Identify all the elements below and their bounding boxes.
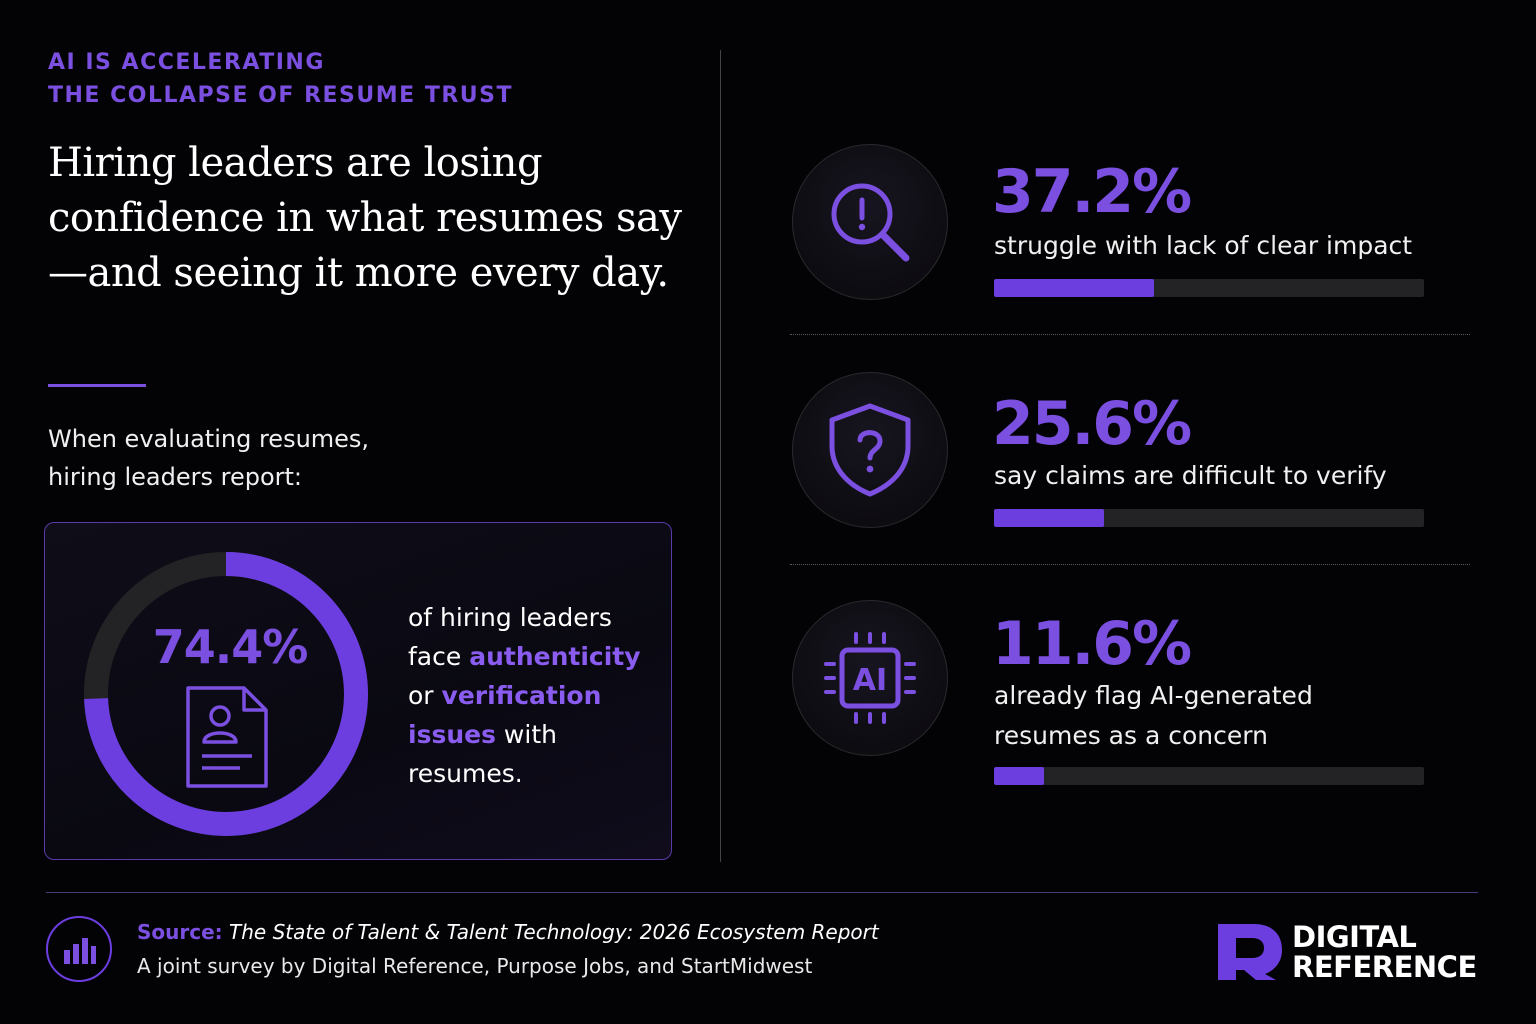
desc-line-3: or verification xyxy=(408,676,658,715)
main-stat-value: 74.4% xyxy=(152,620,309,674)
digital-reference-wordmark: DIGITAL REFERENCE xyxy=(1292,922,1477,982)
eyebrow-line-1: AI IS ACCELERATING xyxy=(48,50,325,75)
row-divider-2 xyxy=(790,564,1470,565)
desc-line-2: face authenticity xyxy=(408,637,658,676)
stat-1-bar xyxy=(994,279,1424,297)
stat-1-label: struggle with lack of clear impact xyxy=(994,231,1413,260)
highlight-verification: verification xyxy=(441,681,602,710)
source-subtitle: A joint survey by Digital Reference, Pur… xyxy=(137,954,813,978)
intro-line-2: hiring leaders report: xyxy=(48,463,303,491)
main-stat-donut xyxy=(84,552,368,836)
magnifier-alert-icon xyxy=(831,183,910,262)
ai-chip-icon: AI xyxy=(824,632,916,724)
stat-3-bar-fill xyxy=(994,767,1044,785)
desc-line-5: resumes. xyxy=(408,759,523,788)
footer-rule xyxy=(46,892,1478,893)
desc-line-1: of hiring leaders xyxy=(408,603,612,632)
stat-3-bar xyxy=(994,767,1424,785)
resume-document-icon xyxy=(186,686,268,788)
eyebrow: AI IS ACCELERATING THE COLLAPSE OF RESUM… xyxy=(48,46,648,112)
stat-3-label: already flag AI-generated resumes as a c… xyxy=(994,676,1424,756)
stat-3-label-line-1: already flag AI-generated xyxy=(994,681,1313,710)
desc-face: face xyxy=(408,642,462,671)
stat-3-label-line-2: resumes as a concern xyxy=(994,721,1268,750)
highlight-authenticity: authenticity xyxy=(469,642,641,671)
desc-with: with xyxy=(503,720,557,749)
stat-2-bar xyxy=(994,509,1424,527)
intro-line-1: When evaluating resumes, xyxy=(48,425,370,453)
accent-rule xyxy=(48,384,146,387)
ai-chip-label: AI xyxy=(853,663,887,698)
desc-line-4: issues with xyxy=(408,715,658,754)
row-divider-1 xyxy=(790,334,1470,335)
bar-chart-badge xyxy=(46,916,112,982)
highlight-issues: issues xyxy=(408,720,496,749)
stat-2-label: say claims are difficult to verify xyxy=(994,461,1387,490)
wordmark-line-1: DIGITAL xyxy=(1292,920,1417,954)
stat-2-value: 25.6% xyxy=(992,389,1192,459)
intro-text: When evaluating resumes, hiring leaders … xyxy=(48,420,468,496)
digital-reference-logo-mark xyxy=(1218,924,1282,980)
stat-3-icon-badge: AI xyxy=(792,600,948,756)
eyebrow-line-2: THE COLLAPSE OF RESUME TRUST xyxy=(48,83,513,108)
column-divider xyxy=(720,50,721,862)
source-citation: Source: The State of Talent & Talent Tec… xyxy=(137,920,1037,944)
main-stat-description: of hiring leaders face authenticity or v… xyxy=(408,598,658,793)
stat-3-value: 11.6% xyxy=(992,609,1192,679)
bar-chart-icon xyxy=(64,938,96,964)
stat-2-icon-badge xyxy=(792,372,948,528)
headline: Hiring leaders are losing confidence in … xyxy=(48,140,682,296)
desc-or: or xyxy=(408,681,434,710)
stat-1-icon-badge xyxy=(792,144,948,300)
stat-2-bar-fill xyxy=(994,509,1105,527)
source-title: The State of Talent & Talent Technology:… xyxy=(229,920,879,944)
source-label: Source: xyxy=(137,920,223,944)
stat-1-value: 37.2% xyxy=(992,157,1192,227)
wordmark-line-2: REFERENCE xyxy=(1292,950,1477,984)
donut-fill xyxy=(84,552,368,836)
shield-question-icon xyxy=(829,403,911,497)
stat-1-bar-fill xyxy=(994,279,1154,297)
